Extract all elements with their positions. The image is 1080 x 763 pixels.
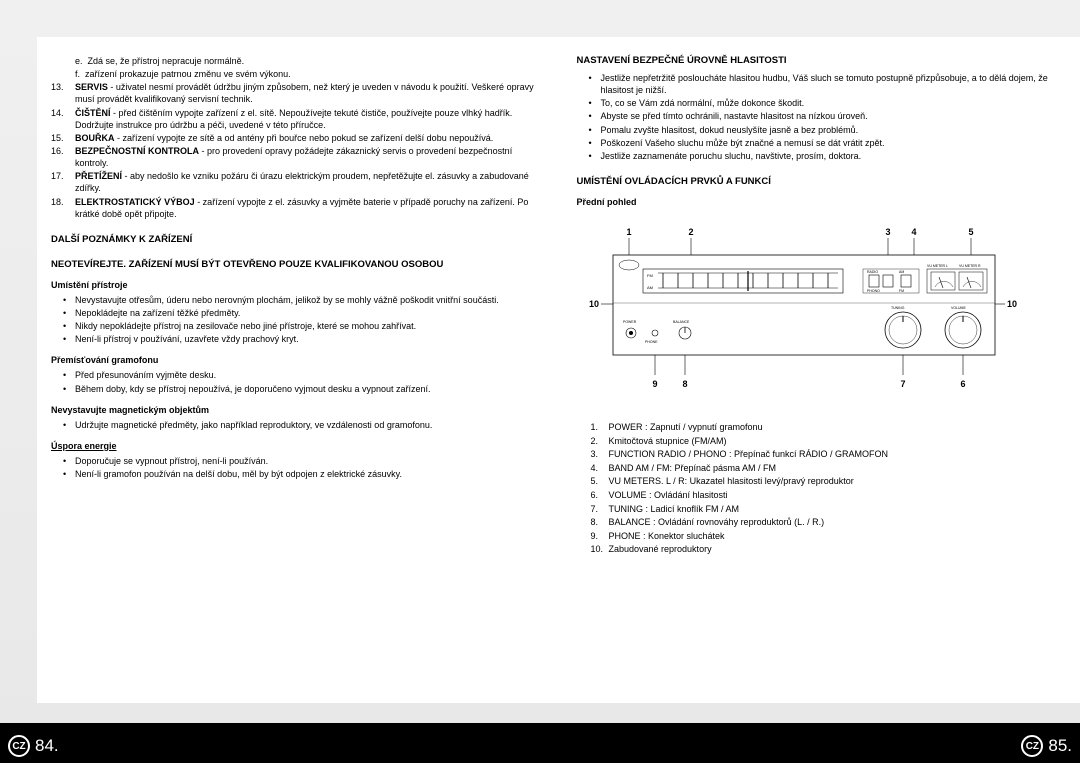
legend-item: 1.POWER : Zapnutí / vypnutí gramofonu (591, 421, 1051, 434)
heading-notes: DALŠÍ POZNÁMKY K ZAŘÍZENÍ (51, 234, 537, 245)
legend-item: 5.VU METERS. L / R: Ukazatel hlasitosti … (591, 475, 1051, 488)
callout-4: 4 (911, 227, 916, 237)
heading-controls: UMÍSTĚNÍ OVLÁDACÍCH PRVKŮ A FUNKCÍ (577, 176, 1051, 187)
legend-item: 7.TUNING : Ladicí knoflík FM / AM (591, 503, 1051, 516)
list-item: To, co se Vám zdá normální, může dokonce… (591, 97, 1051, 109)
svg-text:TUNING: TUNING (891, 306, 905, 310)
svg-text:AM: AM (647, 285, 653, 290)
callout-2: 2 (688, 227, 693, 237)
callout-1: 1 (626, 227, 631, 237)
list-item: Nepokládejte na zařízení těžké předměty. (65, 307, 537, 319)
list-item: Nikdy nepokládejte přístroj na zesilovač… (65, 320, 537, 332)
list-item: 13.SERVIS - uživatel nesmí provádět údrž… (51, 81, 537, 105)
list-item: 15.BOUŘKA - zařízení vypojte ze sítě a o… (51, 132, 537, 144)
svg-text:VOLUME: VOLUME (951, 306, 966, 310)
list-item: 16.BEZPEČNOSTNÍ KONTROLA - pro provedení… (51, 145, 537, 169)
list-item: f. zařízení prokazuje patrnou změnu ve s… (75, 68, 537, 80)
heading-warning: NEOTEVÍREJTE. ZAŘÍZENÍ MUSÍ BÝT OTEVŘENO… (51, 259, 537, 270)
legend-item: 6.VOLUME : Ovládání hlasitosti (591, 489, 1051, 502)
list-item: e. Zdá se, že přístroj nepracuje normáln… (75, 55, 537, 67)
legend-item: 8.BALANCE : Ovládání rovnováhy reprodukt… (591, 516, 1051, 529)
list-item: Před přesunováním vyjměte desku. (65, 369, 537, 381)
right-column: NASTAVENÍ BEZPEČNÉ ÚROVNĚ HLASITOSTI Jes… (559, 37, 1080, 703)
numbered-list: 13.SERVIS - uživatel nesmí provádět údrž… (51, 81, 537, 220)
list-item: 18.ELEKTROSTATICKÝ VÝBOJ - zařízení vypo… (51, 196, 537, 220)
volume-list: Jestliže nepřetržitě posloucháte hlasito… (577, 72, 1051, 162)
svg-text:RADIO: RADIO (867, 270, 878, 274)
heading-moving: Přemísťování gramofonu (51, 355, 537, 365)
heading-volume: NASTAVENÍ BEZPEČNÉ ÚROVNĚ HLASITOSTI (577, 55, 1051, 66)
legend-item: 3.FUNCTION RADIO / PHONO : Přepínač funk… (591, 448, 1051, 461)
page-number-text: 84. (35, 736, 59, 756)
callout-3: 3 (885, 227, 890, 237)
list-item: Pomalu zvyšte hlasitost, dokud neuslyšít… (591, 124, 1051, 136)
energy-list: Doporučuje se vypnout přístroj, není-li … (51, 455, 537, 480)
svg-text:PHONO: PHONO (867, 289, 880, 293)
magnetic-list: Udržujte magnetické předměty, jako napří… (51, 419, 537, 431)
left-column: e. Zdá se, že přístroj nepracuje normáln… (37, 37, 559, 703)
legend-list: 1.POWER : Zapnutí / vypnutí gramofonu 2.… (577, 421, 1051, 556)
svg-text:FM: FM (899, 289, 904, 293)
svg-text:PHONE: PHONE (645, 340, 658, 344)
sub-letter-list: e. Zdá se, že přístroj nepracuje normáln… (51, 55, 537, 80)
callout-10-left: 10 (588, 299, 598, 309)
placement-list: Nevystavujte otřesům, úderu nebo nerovný… (51, 294, 537, 346)
list-item: Jestliže nepřetržitě posloucháte hlasito… (591, 72, 1051, 96)
cz-badge-icon: CZ (1021, 735, 1043, 757)
svg-text:AM: AM (899, 270, 904, 274)
callout-6: 6 (960, 379, 965, 389)
list-item: Není-li přístroj v používání, uzavřete v… (65, 333, 537, 345)
list-item: Během doby, kdy se přístroj nepoužívá, j… (65, 383, 537, 395)
list-item: Jestliže zaznamenáte poruchu sluchu, nav… (591, 150, 1051, 162)
list-item: Nevystavujte otřesům, úderu nebo nerovný… (65, 294, 537, 306)
list-item: Není-li gramofon používán na delší dobu,… (65, 468, 537, 480)
svg-text:VU METER L: VU METER L (927, 264, 948, 268)
list-item: Abyste se před tímto ochránili, nastavte… (591, 110, 1051, 122)
page-number-right: CZ 85. (1021, 735, 1072, 757)
legend-item: 4.BAND AM / FM: Přepínač pásma AM / FM (591, 462, 1051, 475)
list-item: Poškození Vašeho sluchu může být značné … (591, 137, 1051, 149)
front-panel-diagram: 1 2 3 4 5 10 10 (583, 225, 1003, 405)
callout-8: 8 (682, 379, 687, 389)
legend-item: 2.Kmitočtová stupnice (FM/AM) (591, 435, 1051, 448)
list-item: Udržujte magnetické předměty, jako napří… (65, 419, 537, 431)
svg-text:POWER: POWER (623, 320, 637, 324)
moving-list: Před přesunováním vyjměte desku. Během d… (51, 369, 537, 394)
legend-item: 10.Zabudované reproduktory (591, 543, 1051, 556)
legend-item: 9.PHONE : Konektor sluchátek (591, 530, 1051, 543)
cz-badge-icon: CZ (8, 735, 30, 757)
heading-magnetic: Nevystavujte magnetickým objektům (51, 405, 537, 415)
svg-text:FM: FM (647, 273, 653, 278)
page-number-left: CZ 84. (8, 735, 59, 757)
footer-bar: CZ 84. CZ 85. (0, 723, 1080, 763)
svg-text:BALANCE: BALANCE (673, 320, 690, 324)
list-item: 17.PŘETÍŽENÍ - aby nedošlo ke vzniku pož… (51, 170, 537, 194)
list-item: Doporučuje se vypnout přístroj, není-li … (65, 455, 537, 467)
list-item: 14.ČIŠTĚNÍ - před čištěním vypojte zaříz… (51, 107, 537, 131)
heading-energy: Úspora energie (51, 441, 537, 451)
callout-7: 7 (900, 379, 905, 389)
callout-10-right: 10 (1007, 299, 1017, 309)
callout-5: 5 (968, 227, 973, 237)
page-content: e. Zdá se, že přístroj nepracuje normáln… (37, 37, 1080, 703)
svg-text:VU METER R: VU METER R (959, 264, 981, 268)
callout-9: 9 (652, 379, 657, 389)
heading-placement: Umístění přístroje (51, 280, 537, 290)
heading-front-view: Přední pohled (577, 197, 1051, 207)
page-number-text: 85. (1048, 736, 1072, 756)
